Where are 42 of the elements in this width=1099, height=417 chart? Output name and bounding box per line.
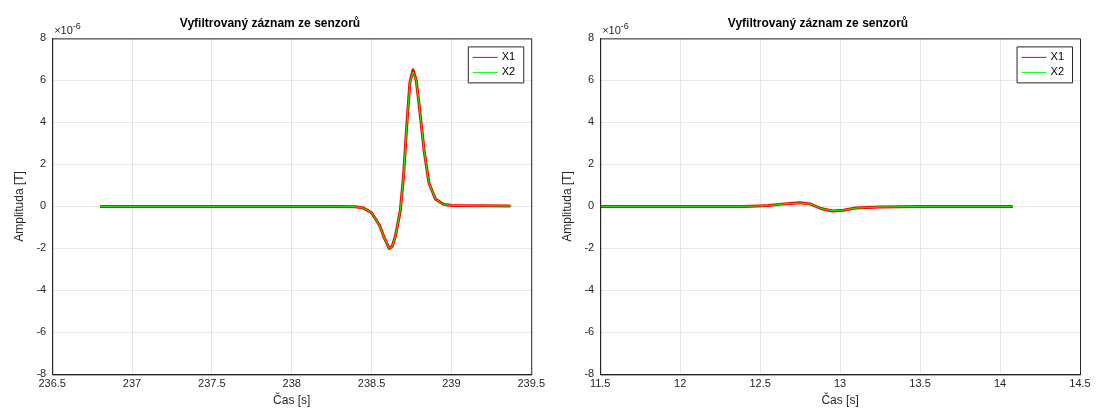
x-axis-title: Čas [s]: [273, 392, 311, 408]
y-tick-label: -2: [584, 241, 595, 254]
x-tick-label: 13: [833, 377, 847, 390]
x-tick-label: 12.5: [749, 377, 771, 390]
x-tick-label: 239: [442, 377, 461, 390]
x-tick-label: 239.5: [517, 377, 545, 390]
y-tick-label: 8: [588, 31, 595, 44]
x-tick-label: 11.5: [589, 377, 611, 390]
y-tick-label: -4: [584, 283, 595, 296]
y-axis-title: Amplituda [T]: [11, 171, 26, 242]
legend-label: X2: [1050, 65, 1065, 78]
y-tick-label: -6: [36, 325, 47, 338]
y-tick-label: 4: [40, 115, 47, 128]
y-tick-label: -4: [36, 283, 47, 296]
legend-label: X1: [501, 50, 516, 63]
y-tick-label: 6: [588, 73, 595, 86]
x-tick-label: 237.5: [198, 377, 226, 390]
y-tick-label: 0: [588, 199, 595, 212]
y-tick-label: -8: [584, 367, 595, 380]
legend-label: X2: [501, 65, 516, 78]
legend-label: X1: [1050, 50, 1065, 63]
y-tick-label: 4: [588, 115, 595, 128]
x-tick-label: 13.5: [909, 377, 931, 390]
x-tick-label: 238: [282, 377, 301, 390]
y-axis-title: Amplituda [T]: [559, 171, 574, 242]
x-tick-label: 236.5: [38, 377, 66, 390]
y-tick-label: 8: [40, 31, 47, 44]
x-tick-label: 238.5: [357, 377, 386, 390]
y-tick-label: -6: [584, 325, 595, 338]
y-tick-label: 2: [588, 157, 595, 170]
x-tick-label: 237: [122, 377, 142, 390]
x-axis-title: Čas [s]: [821, 392, 859, 408]
y-tick-label: 6: [40, 73, 47, 86]
y-tick-label: 0: [40, 199, 47, 212]
y-tick-label: -2: [36, 241, 47, 254]
x-tick-label: 14: [993, 377, 1007, 390]
x-tick-label: 12: [674, 377, 687, 390]
y-tick-label: 2: [40, 157, 47, 170]
chart-title: Vyfiltrovaný záznam ze senzorů: [179, 15, 361, 30]
x-tick-label: 14.5: [1069, 377, 1091, 390]
chart-title: Vyfiltrovaný záznam ze senzorů: [727, 15, 909, 30]
y-tick-label: -8: [36, 367, 47, 380]
